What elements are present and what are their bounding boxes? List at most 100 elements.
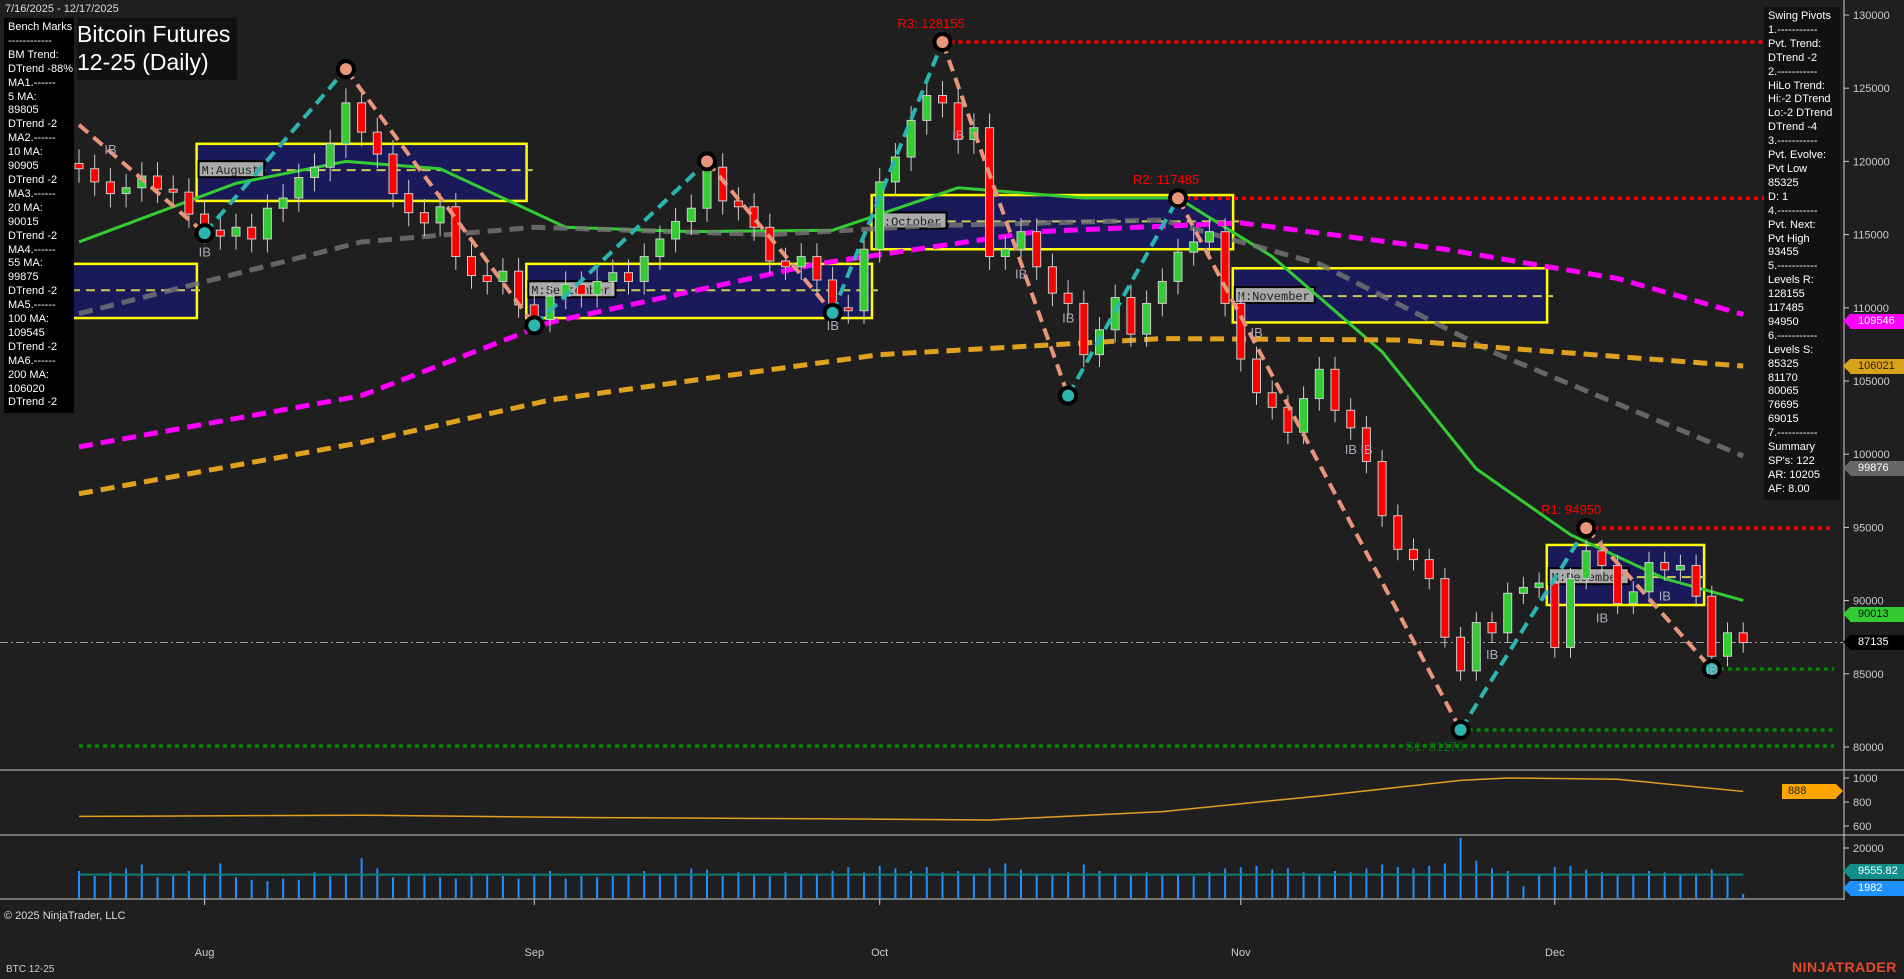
- candle-body: [1534, 582, 1544, 588]
- ib-label: IB: [104, 142, 116, 157]
- panel-line: DTrend -2: [1768, 51, 1818, 64]
- candle-body: [419, 212, 429, 224]
- candle-body: [1079, 302, 1089, 356]
- panel-line: 3.-----------: [1768, 135, 1818, 148]
- osc-tick-label: 600: [1853, 821, 1871, 833]
- panel-line: Pvt High: [1768, 232, 1810, 245]
- swing-line: [830, 41, 945, 314]
- swing-pivots-panel: Swing Pivots 1.----------- Pvt. Trend: DTre…: [1764, 7, 1840, 500]
- candle-body: [1518, 586, 1528, 594]
- panel-line: ------------: [8, 34, 52, 47]
- panel-line: D: 1: [1768, 190, 1789, 203]
- candle-body: [812, 256, 822, 281]
- panel-line: 5.-----------: [1768, 260, 1818, 273]
- candle-body: [388, 153, 398, 195]
- candle-body: [922, 95, 932, 121]
- candle-body: [843, 307, 853, 312]
- resistance-label: R3: 128155: [898, 16, 965, 31]
- panel-line: Bench Marks: [8, 21, 73, 33]
- candle-body: [1063, 292, 1073, 304]
- price-tag: 99876: [1843, 460, 1904, 476]
- panel-line: HiLo Trend:: [1768, 79, 1825, 92]
- panel-line: MA6.------: [8, 354, 56, 367]
- month-label: M:August: [202, 164, 260, 178]
- candle-body: [592, 280, 602, 296]
- panel-line: DTrend -2: [8, 173, 58, 186]
- candle-body: [1283, 406, 1293, 433]
- candle-body: [702, 166, 712, 209]
- copyright: © 2025 NinjaTrader, LLC: [4, 910, 126, 922]
- candle-body: [1550, 582, 1560, 648]
- candle-body: [1503, 592, 1513, 634]
- price-tick-label: 80000: [1853, 742, 1884, 754]
- candle-body: [451, 206, 461, 258]
- candle-body: [1299, 398, 1309, 433]
- swing-pivot-marker: [1058, 385, 1079, 406]
- panel-line: 200 MA:: [8, 368, 49, 381]
- candle-body: [1016, 231, 1026, 250]
- candle-body: [906, 119, 916, 158]
- price-tick-label: 130000: [1853, 10, 1890, 22]
- candle-body: [576, 283, 586, 296]
- candle-body: [1173, 251, 1183, 282]
- time-tick-label: Nov: [1231, 947, 1251, 959]
- panel-line: 1.-----------: [1768, 23, 1818, 36]
- date-range: 7/16/2025 - 12/17/2025: [5, 3, 119, 15]
- panel-line: Lo:-2 DTrend: [1768, 107, 1833, 120]
- ib-label: IB: [827, 318, 839, 333]
- panel-line: Summary: [1768, 441, 1816, 454]
- swing-pivot-marker: [524, 315, 545, 336]
- swing-pivot-marker: [1701, 659, 1722, 680]
- panel-line: DTrend -88%: [8, 62, 74, 75]
- panel-line: Pvt. Evolve:: [1768, 149, 1827, 162]
- candle-body: [1252, 358, 1261, 394]
- candle-body: [1675, 564, 1685, 571]
- moving-average-100-ma: [78, 220, 1744, 450]
- candle-body: [1424, 559, 1434, 580]
- panel-line: 5 MA:: [8, 90, 37, 103]
- candle-body: [1471, 622, 1481, 672]
- panel-line: Levels R:: [1768, 274, 1814, 287]
- candle-body: [953, 102, 963, 140]
- candle-body: [1126, 297, 1136, 335]
- panel-line: 85325: [1768, 357, 1799, 370]
- price-tick-label: 90000: [1853, 596, 1884, 608]
- candle-body: [1346, 409, 1356, 429]
- candle-body: [765, 226, 775, 262]
- ib-label: IB: [199, 245, 211, 260]
- swing-line: [1176, 197, 1463, 731]
- panel-line: Pvt. Next:: [1768, 218, 1816, 231]
- candle-body: [1691, 564, 1701, 597]
- candle-body: [325, 143, 335, 168]
- panel-line: MA1.------: [8, 76, 56, 89]
- panel-line: 128155: [1768, 288, 1805, 301]
- candle-body: [1032, 231, 1042, 268]
- candle-body: [1267, 392, 1277, 408]
- price-tag: 109546: [1843, 313, 1904, 329]
- panel-line: 93455: [1768, 246, 1799, 259]
- candle-body: [1597, 550, 1607, 566]
- candle-body: [1613, 564, 1623, 605]
- ib-label: IB: [1345, 442, 1357, 457]
- bench-marks-panel: Bench Marks ------------ BM Trend: DTrend -…: [4, 18, 74, 414]
- candle-body: [1330, 368, 1340, 411]
- candle-body: [1409, 548, 1418, 561]
- candle-body: [1142, 302, 1152, 335]
- candle-body: [671, 220, 681, 240]
- candle-body: [1236, 302, 1246, 360]
- swing-line: [940, 41, 1070, 397]
- price-tick-label: 95000: [1853, 522, 1884, 534]
- candle-body: [1581, 550, 1591, 580]
- ib-label: IB: [1015, 267, 1027, 282]
- title-contract: 12-25 (Daily): [77, 49, 209, 75]
- candle-body: [859, 248, 869, 312]
- candle-body: [938, 95, 947, 104]
- panel-line: Pvt. Trend:: [1768, 37, 1822, 50]
- candle-body: [357, 102, 367, 133]
- panel-line: 94950: [1768, 315, 1799, 328]
- price-tick-label: 100000: [1853, 449, 1890, 461]
- panel-line: 2.-----------: [1768, 65, 1818, 78]
- candle-body: [278, 197, 288, 209]
- price-tag: 888: [1782, 783, 1843, 799]
- price-tick-label: 105000: [1853, 376, 1890, 388]
